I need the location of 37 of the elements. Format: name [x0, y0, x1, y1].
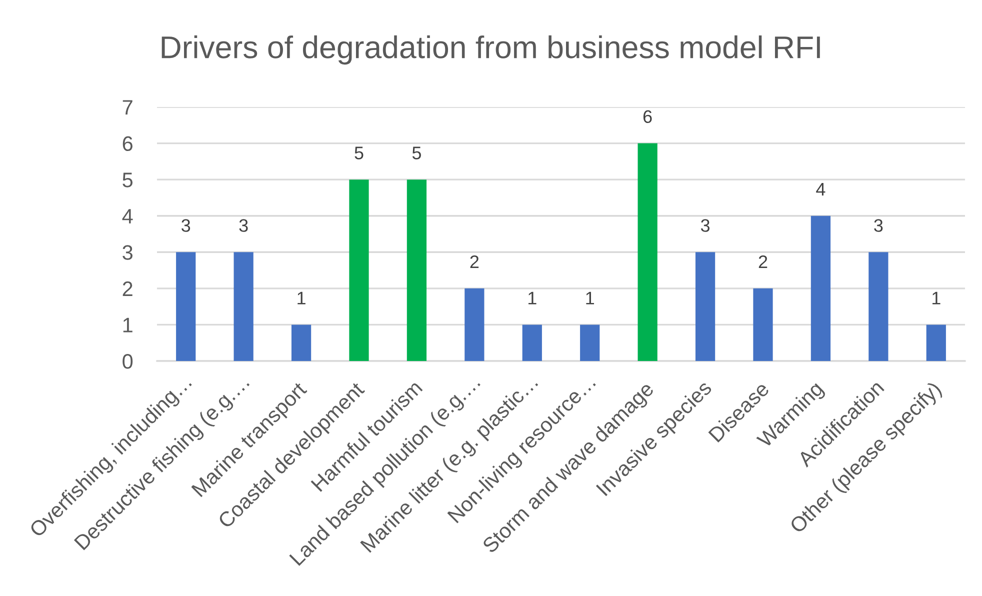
bar [753, 288, 773, 361]
y-tick-label: 7 [122, 100, 132, 115]
y-tick-label: 5 [122, 172, 133, 188]
bar [176, 252, 196, 361]
bar [464, 288, 484, 361]
data-label: 1 [298, 292, 306, 304]
data-label: 3 [874, 219, 883, 232]
y-tick-label: 6 [122, 136, 132, 152]
bar [926, 324, 946, 361]
bar [638, 143, 658, 361]
y-tick-label: 0 [122, 354, 133, 369]
bar [695, 252, 716, 361]
bar [291, 324, 312, 361]
y-tick-label: 2 [122, 281, 132, 296]
y-tick-label: 4 [122, 209, 133, 224]
bar [349, 180, 369, 361]
bar [406, 180, 427, 361]
bar [810, 216, 831, 361]
data-label: 1 [528, 292, 536, 304]
data-label: 5 [412, 146, 421, 160]
y-tick-label: 1 [123, 318, 132, 332]
data-label: 5 [354, 146, 364, 160]
bar [522, 324, 542, 361]
data-label: 2 [758, 255, 768, 268]
data-label: 1 [586, 292, 594, 304]
bar [234, 252, 254, 361]
data-label: 2 [470, 255, 479, 268]
data-label: 4 [816, 183, 826, 196]
data-label: 3 [700, 219, 710, 232]
y-tick-label: 3 [122, 245, 132, 260]
bar [868, 252, 888, 361]
data-label: 6 [643, 110, 652, 124]
data-label: 3 [239, 219, 248, 232]
chart-title: Drivers of degradation from business model RFI [162, 35, 820, 65]
data-label: 3 [182, 219, 190, 232]
data-label: 1 [932, 292, 940, 304]
bar [580, 324, 600, 361]
